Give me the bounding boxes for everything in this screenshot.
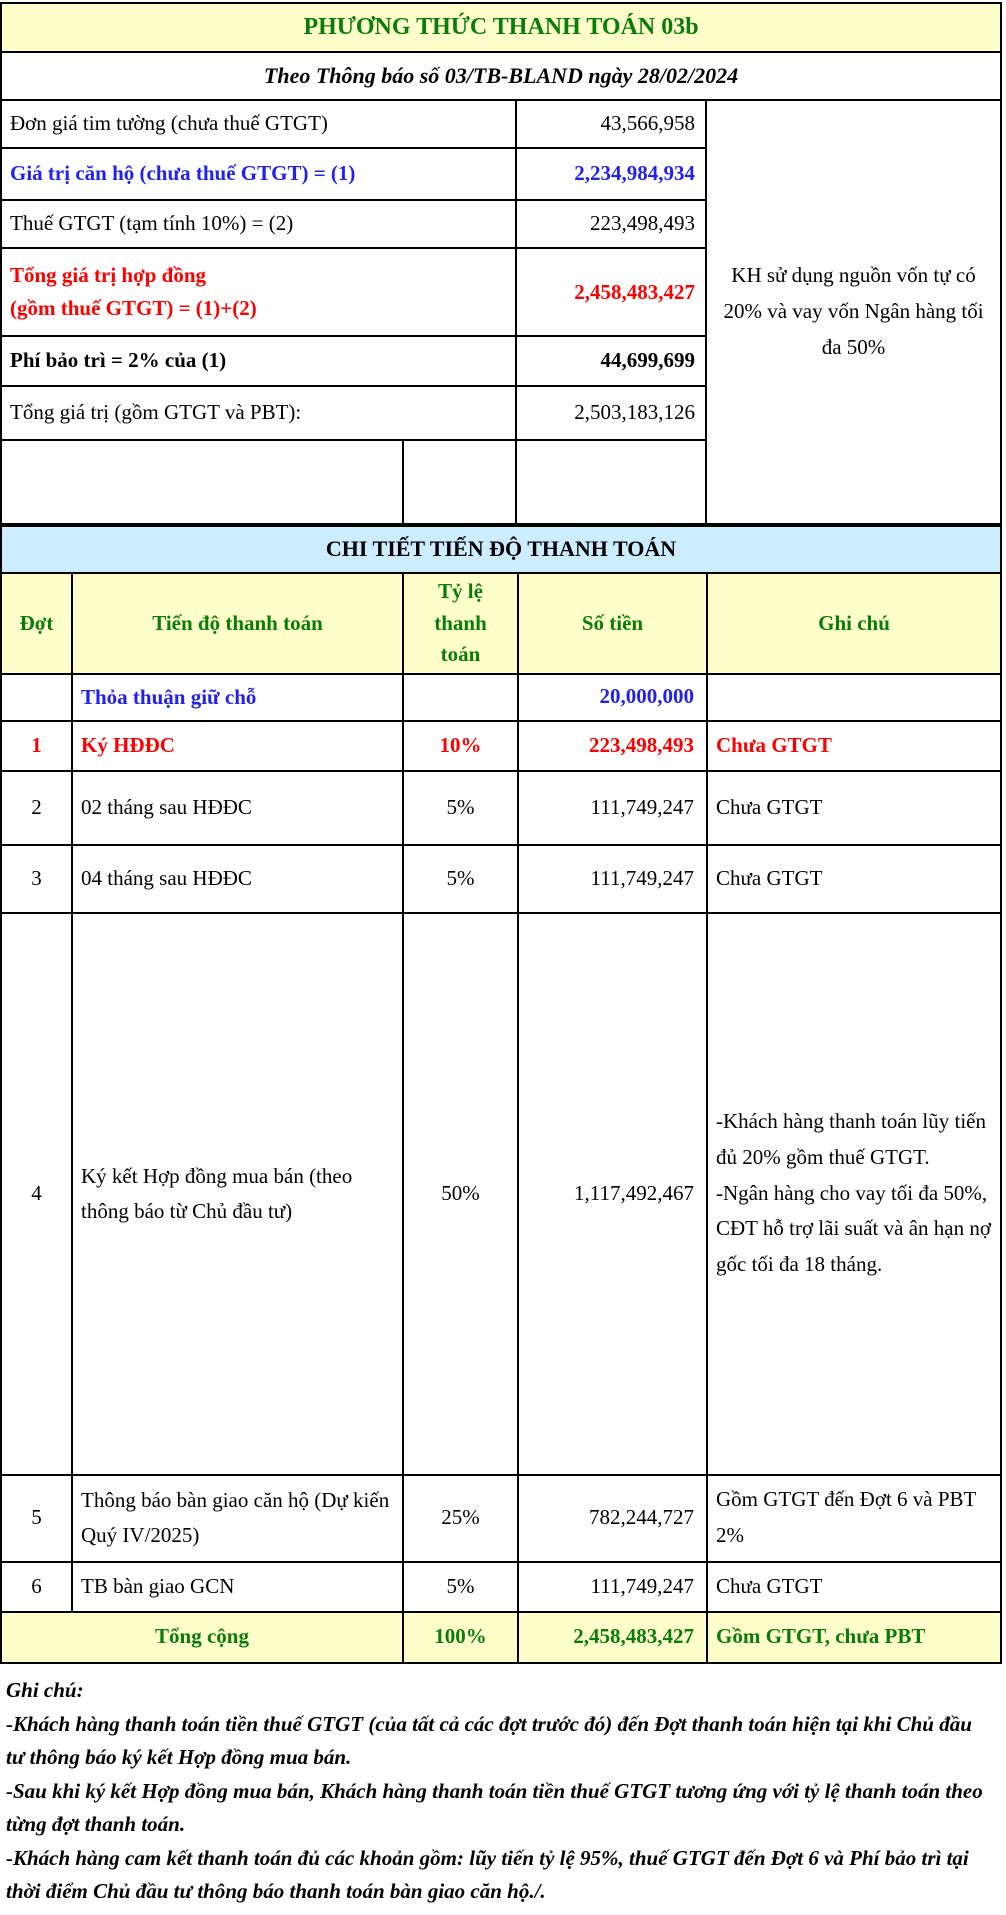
- stage-cell: [0, 672, 73, 722]
- footnotes-heading: Ghi chú:: [6, 1677, 84, 1702]
- amount-cell: 111,749,247: [517, 843, 708, 914]
- note-cell: Gồm GTGT đến Đợt 6 và PBT 2%: [705, 1473, 1003, 1563]
- ratio-cell: 10%: [402, 719, 519, 772]
- summary-value: 44,699,699: [515, 335, 707, 387]
- amount-cell: 1,117,492,467: [517, 911, 708, 1476]
- header-amount: Số tiền: [517, 572, 708, 675]
- summary-value: 2,458,483,427: [515, 247, 707, 337]
- ratio-cell: 5%: [402, 843, 519, 914]
- note-cell: Chưa GTGT: [705, 1560, 1003, 1613]
- summary-row: Tổng giá trị hợp đồng (gồm thuế GTGT) = …: [0, 247, 1001, 337]
- header-ratio: Tỷ lệ thanh toán: [402, 572, 519, 675]
- milestone-cell: Thỏa thuận giữ chỗ: [71, 672, 404, 722]
- summary-value: 2,234,984,934: [515, 147, 707, 201]
- footnote-item: -Sau khi ký kết Hợp đồng mua bán, Khách …: [6, 1779, 983, 1836]
- summary-row: Thuế GTGT (tạm tính 10%) = (2) 223,498,4…: [0, 199, 1001, 249]
- header-milestone: Tiến độ thanh toán: [71, 572, 404, 675]
- total-row: Tổng cộng 100% 2,458,483,427 Gồm GTGT, c…: [0, 1610, 1003, 1664]
- spacer-cell: [515, 439, 707, 525]
- header-note: Ghi chú: [705, 572, 1003, 675]
- summary-row: Giá trị căn hộ (chưa thuế GTGT) = (1) 2,…: [0, 147, 1001, 201]
- schedule-row: 1 Ký HĐĐC 10% 223,498,493 Chưa GTGT: [0, 719, 1003, 772]
- amount-cell: 782,244,727: [517, 1473, 708, 1563]
- total-note: Gồm GTGT, chưa PBT: [705, 1610, 1003, 1664]
- summary-value: 223,498,493: [515, 199, 707, 249]
- amount-cell: 111,749,247: [517, 1560, 708, 1613]
- schedule-row: 5 Thông báo bàn giao căn hộ (Dự kiến Quý…: [0, 1473, 1003, 1563]
- amount-cell: 223,498,493: [517, 719, 708, 772]
- schedule-row: 2 02 tháng sau HĐĐC 5% 111,749,247 Chưa …: [0, 769, 1003, 846]
- title-row: PHƯƠNG THỨC THANH TOÁN 03b: [0, 2, 1003, 53]
- ratio-cell: 25%: [402, 1473, 519, 1563]
- summary-label: Đơn giá tim tường (chưa thuế GTGT): [0, 99, 517, 149]
- schedule-header-row: Đợt Tiến độ thanh toán Tỷ lệ thanh toán …: [0, 572, 1003, 675]
- amount-cell: 111,749,247: [517, 769, 708, 846]
- spacer-cell: [0, 439, 404, 525]
- footnote-item: -Khách hàng thanh toán tiền thuế GTGT (c…: [6, 1712, 972, 1769]
- document-subtitle: Theo Thông báo số 03/TB-BLAND ngày 28/02…: [0, 51, 1003, 101]
- amount-cell: 20,000,000: [517, 672, 708, 722]
- milestone-cell: Ký kết Hợp đồng mua bán (theo thông báo …: [71, 911, 404, 1476]
- summary-value: 2,503,183,126: [515, 385, 707, 441]
- schedule-section-title: CHI TIẾT TIẾN ĐỘ THANH TOÁN: [0, 525, 1003, 574]
- stage-cell: 3: [0, 843, 73, 914]
- schedule-row: 3 04 tháng sau HĐĐC 5% 111,749,247 Chưa …: [0, 843, 1003, 914]
- footnotes-section: Ghi chú: -Khách hàng thanh toán tiền thu…: [0, 1664, 1000, 1908]
- milestone-cell: Thông báo bàn giao căn hộ (Dự kiến Quý I…: [71, 1473, 404, 1563]
- stage-cell: 4: [0, 911, 73, 1476]
- subtitle-row: Theo Thông báo số 03/TB-BLAND ngày 28/02…: [0, 51, 1003, 101]
- summary-row: Đơn giá tim tường (chưa thuế GTGT) 43,56…: [0, 99, 1003, 525]
- schedule-row: 4 Ký kết Hợp đồng mua bán (theo thông bá…: [0, 911, 1003, 1476]
- schedule-row: Thỏa thuận giữ chỗ 20,000,000: [0, 672, 1003, 722]
- header-stage: Đợt: [0, 572, 73, 675]
- note-cell: [705, 672, 1003, 722]
- summary-label: Phí bảo trì = 2% của (1): [0, 335, 517, 387]
- summary-label: Thuế GTGT (tạm tính 10%) = (2): [0, 199, 517, 249]
- summary-row: Phí bảo trì = 2% của (1) 44,699,699: [0, 335, 1001, 387]
- summary-label: Tổng giá trị (gồm GTGT và PBT):: [0, 385, 517, 441]
- ratio-cell: 5%: [402, 769, 519, 846]
- summary-table: PHƯƠNG THỨC THANH TOÁN 03b Theo Thông bá…: [0, 2, 1003, 525]
- document-title: PHƯƠNG THỨC THANH TOÁN 03b: [0, 2, 1003, 53]
- section-band-row: CHI TIẾT TIẾN ĐỘ THANH TOÁN: [0, 525, 1003, 574]
- ratio-cell: [402, 672, 519, 722]
- total-label: Tổng cộng: [0, 1610, 404, 1664]
- milestone-cell: Ký HĐĐC: [71, 719, 404, 772]
- funding-side-note: KH sử dụng nguồn vốn tự có 20% và vay vố…: [704, 99, 1003, 525]
- note-cell: Chưa GTGT: [705, 719, 1003, 772]
- summary-label: Tổng giá trị hợp đồng (gồm thuế GTGT) = …: [0, 247, 517, 337]
- ratio-cell: 50%: [402, 911, 519, 1476]
- total-amount: 2,458,483,427: [517, 1610, 708, 1664]
- summary-value: 43,566,958: [515, 99, 707, 149]
- schedule-row: 6 TB bàn giao GCN 5% 111,749,247 Chưa GT…: [0, 1560, 1003, 1613]
- note-cell: -Khách hàng thanh toán lũy tiến đủ 20% g…: [705, 911, 1003, 1476]
- stage-cell: 2: [0, 769, 73, 846]
- milestone-cell: 04 tháng sau HĐĐC: [71, 843, 404, 914]
- total-ratio: 100%: [402, 1610, 519, 1664]
- note-cell: Chưa GTGT: [705, 843, 1003, 914]
- schedule-table: CHI TIẾT TIẾN ĐỘ THANH TOÁN Đợt Tiến độ …: [0, 525, 1003, 1664]
- milestone-cell: 02 tháng sau HĐĐC: [71, 769, 404, 846]
- spacer-cell: [402, 439, 517, 525]
- footnote-item: -Khách hàng cam kết thanh toán đủ các kh…: [6, 1846, 969, 1903]
- stage-cell: 5: [0, 1473, 73, 1563]
- spacer-row: [0, 439, 1001, 525]
- summary-row: Tổng giá trị (gồm GTGT và PBT): 2,503,18…: [0, 385, 1001, 441]
- stage-cell: 6: [0, 1560, 73, 1613]
- summary-label: Giá trị căn hộ (chưa thuế GTGT) = (1): [0, 147, 517, 201]
- milestone-cell: TB bàn giao GCN: [71, 1560, 404, 1613]
- stage-cell: 1: [0, 719, 73, 772]
- note-cell: Chưa GTGT: [705, 769, 1003, 846]
- ratio-cell: 5%: [402, 1560, 519, 1613]
